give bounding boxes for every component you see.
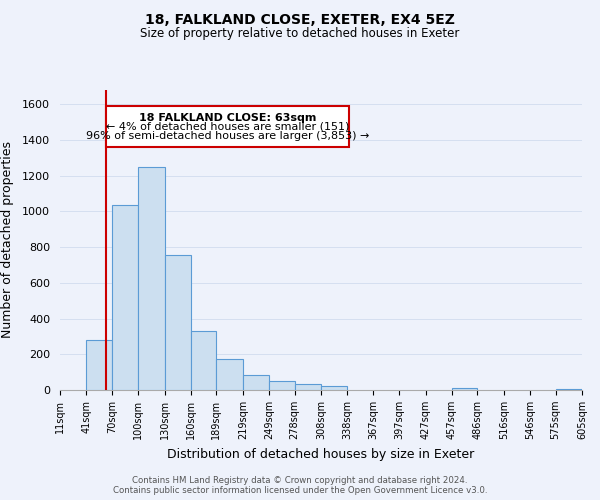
Text: 18 FALKLAND CLOSE: 63sqm: 18 FALKLAND CLOSE: 63sqm bbox=[139, 112, 316, 122]
Text: 96% of semi-detached houses are larger (3,853) →: 96% of semi-detached houses are larger (… bbox=[86, 130, 369, 140]
Bar bbox=[556, 389, 582, 390]
Bar bbox=[269, 381, 295, 390]
Text: Contains public sector information licensed under the Open Government Licence v3: Contains public sector information licen… bbox=[113, 486, 487, 495]
Bar bbox=[138, 167, 164, 390]
Bar bbox=[295, 384, 321, 390]
FancyBboxPatch shape bbox=[106, 106, 349, 147]
Bar bbox=[112, 205, 138, 390]
Text: Contains HM Land Registry data © Crown copyright and database right 2024.: Contains HM Land Registry data © Crown c… bbox=[132, 476, 468, 485]
Text: Size of property relative to detached houses in Exeter: Size of property relative to detached ho… bbox=[140, 28, 460, 40]
Bar bbox=[321, 386, 347, 390]
Bar bbox=[243, 375, 269, 390]
Y-axis label: Number of detached properties: Number of detached properties bbox=[1, 142, 14, 338]
Bar bbox=[217, 359, 243, 390]
Bar bbox=[191, 331, 217, 390]
X-axis label: Distribution of detached houses by size in Exeter: Distribution of detached houses by size … bbox=[167, 448, 475, 460]
Bar bbox=[452, 388, 478, 390]
Bar bbox=[164, 255, 191, 390]
Text: 18, FALKLAND CLOSE, EXETER, EX4 5EZ: 18, FALKLAND CLOSE, EXETER, EX4 5EZ bbox=[145, 12, 455, 26]
Text: ← 4% of detached houses are smaller (151): ← 4% of detached houses are smaller (151… bbox=[106, 122, 349, 132]
Bar bbox=[86, 340, 112, 390]
